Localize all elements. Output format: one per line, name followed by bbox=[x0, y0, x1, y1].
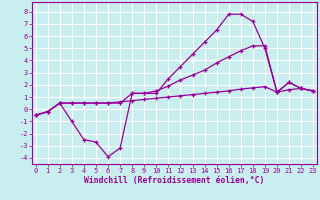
X-axis label: Windchill (Refroidissement éolien,°C): Windchill (Refroidissement éolien,°C) bbox=[84, 176, 265, 185]
